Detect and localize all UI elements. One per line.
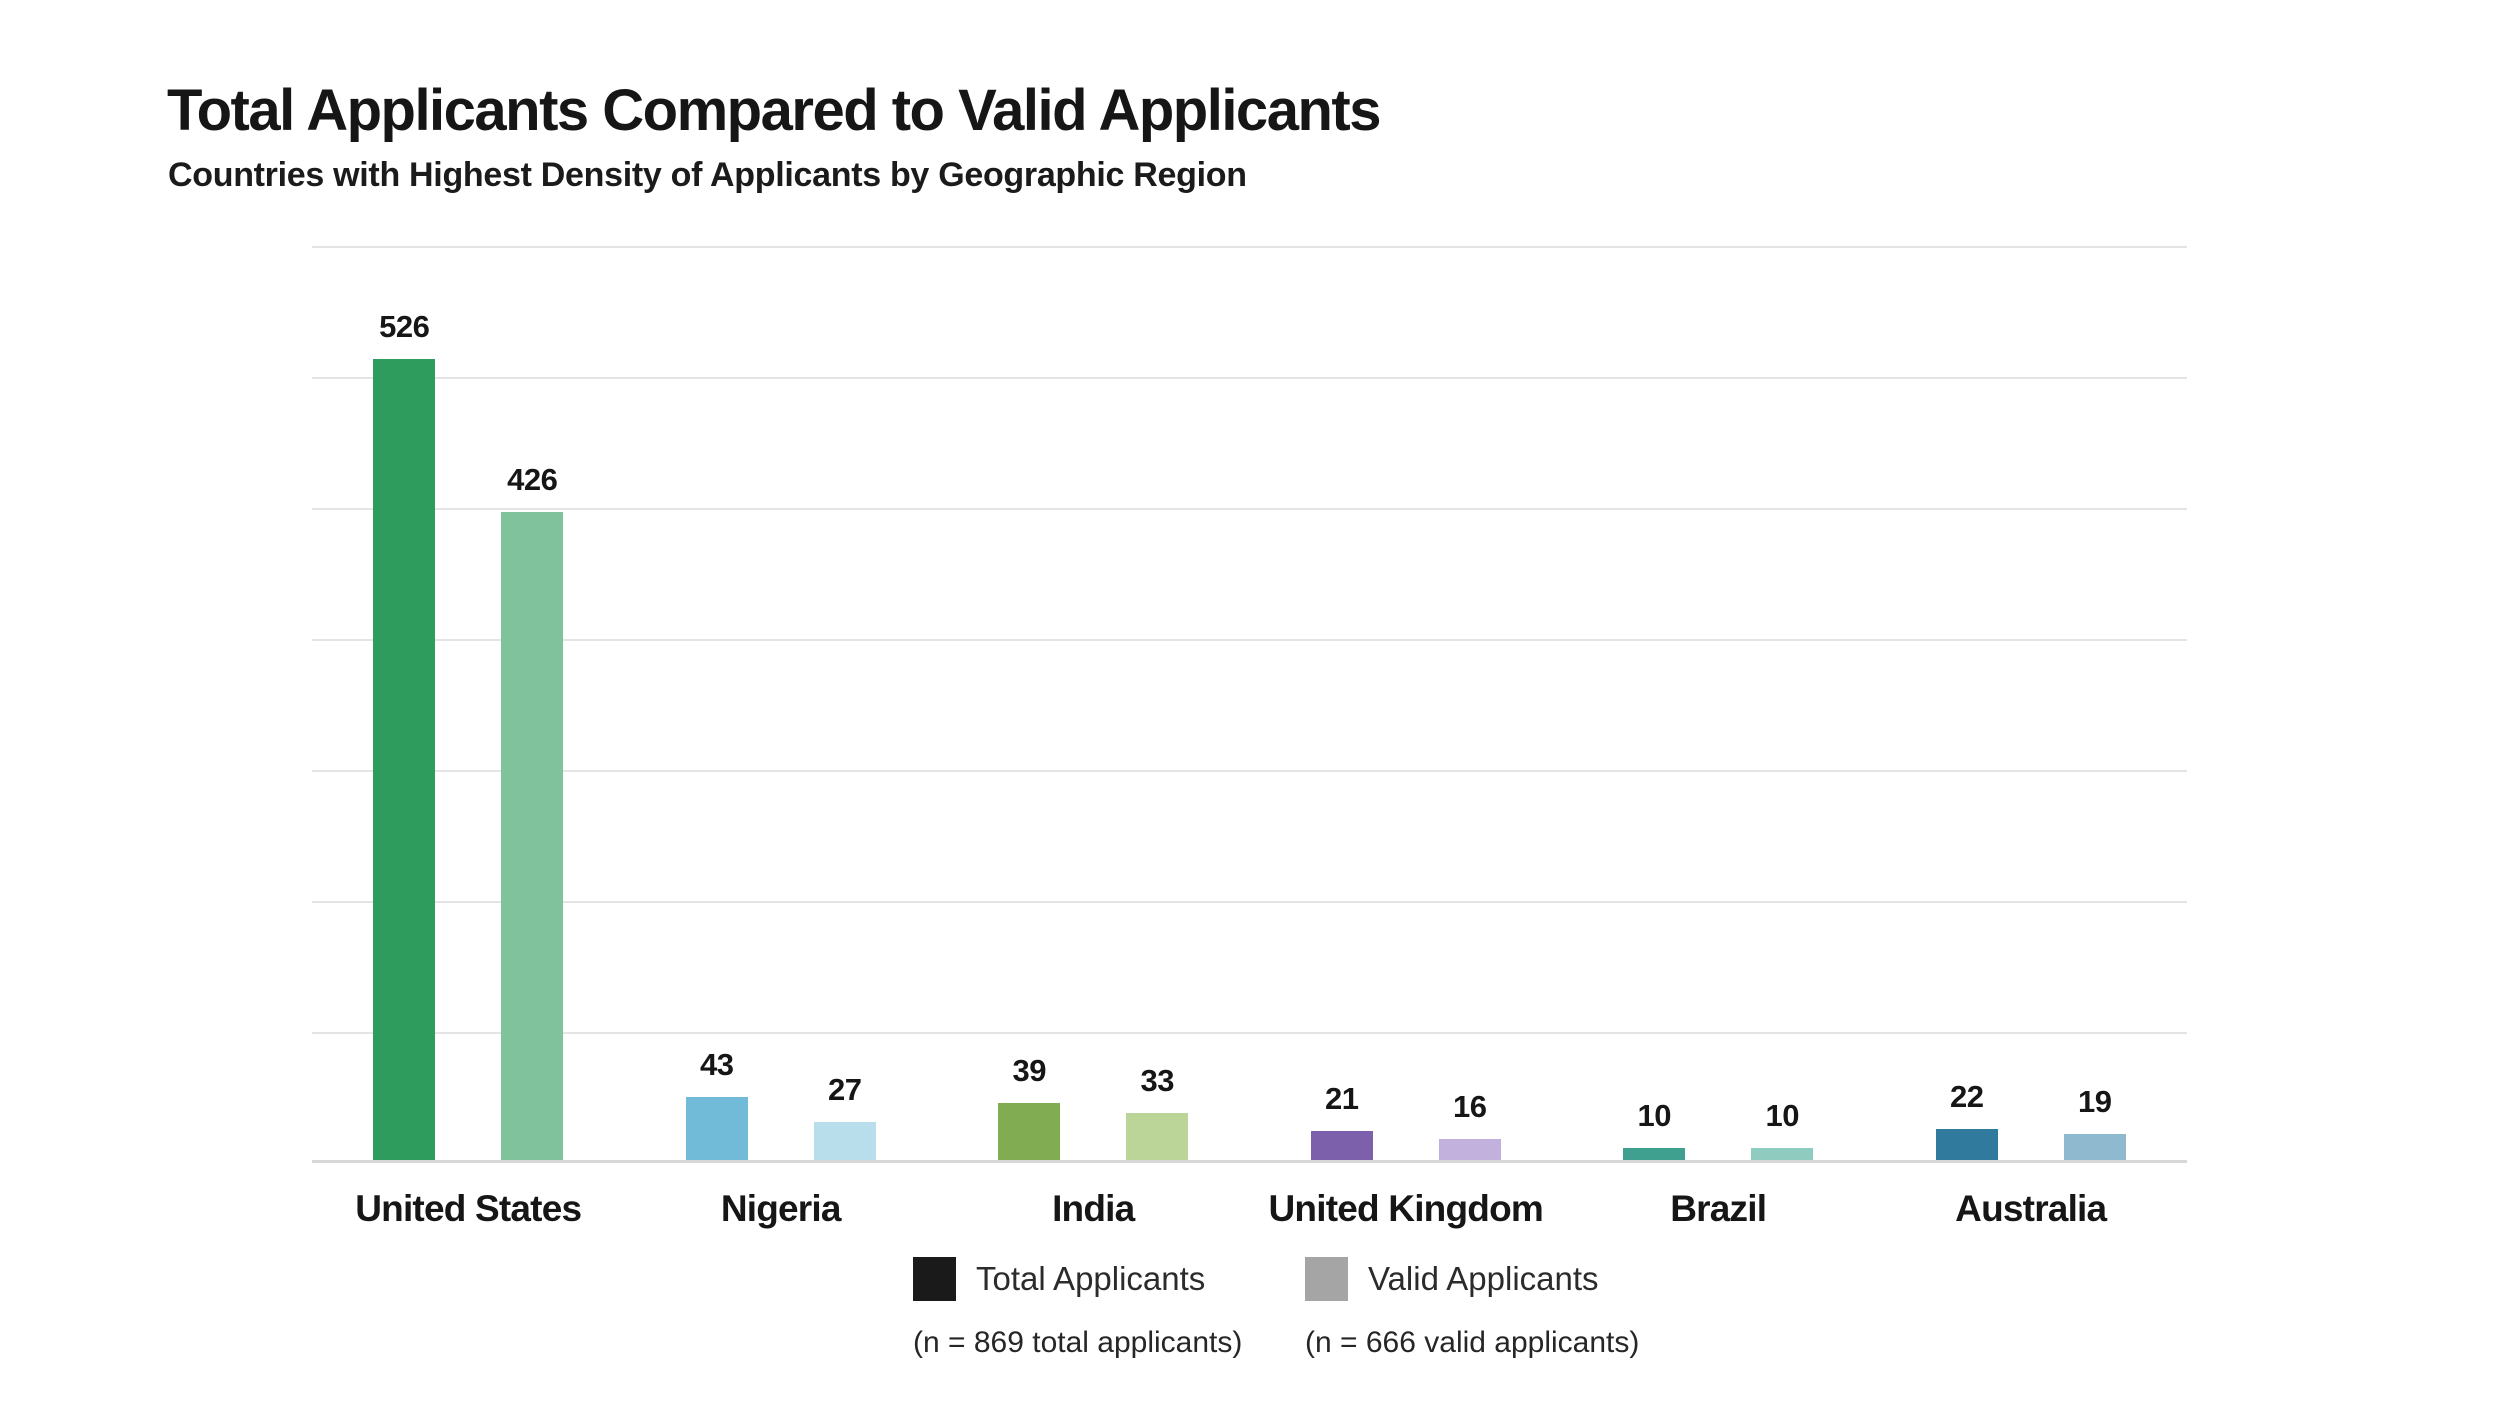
bar-total-united-states: 526 (373, 309, 436, 1163)
bar-value-label: 10 (1765, 1098, 1800, 1133)
legend-note-total: (n = 869 total applicants) (913, 1326, 1243, 1359)
legend-row-valid: Valid Applicants (1305, 1256, 1641, 1302)
bar-value-label: 426 (507, 462, 558, 497)
plot-area: 526 426 43 27 39 33 21 16 10 10 22 19 (312, 246, 2187, 1163)
bar-value-label: 526 (379, 309, 430, 344)
bar-value-label: 43 (700, 1047, 734, 1082)
x-axis-label-united-states: United States (355, 1188, 582, 1229)
gridline (312, 377, 2187, 379)
x-axis-label-united-kingdom: United Kingdom (1268, 1188, 1544, 1229)
gridline (312, 246, 2187, 248)
bar-valid-united-kingdom: 16 (1438, 1089, 1501, 1163)
bar-value-label: 39 (1012, 1053, 1047, 1088)
legend-row-total: Total Applicants (913, 1256, 1249, 1302)
bar-value-label: 16 (1453, 1089, 1487, 1124)
bar-total-australia: 22 (1935, 1079, 1998, 1163)
legend-swatch-total (913, 1257, 956, 1301)
chart-subtitle: Countries with Highest Density of Applic… (168, 156, 1247, 194)
bar-value-label: 19 (2078, 1084, 2112, 1119)
bar-group-nigeria: 43 27 (625, 246, 938, 1163)
legend-swatch-valid (1305, 1257, 1348, 1301)
bar-valid-brazil: 10 (1751, 1098, 1814, 1163)
bar-value-label: 27 (828, 1072, 862, 1107)
bar-total-nigeria: 43 (685, 1047, 748, 1163)
x-axis-label-australia: Australia (1955, 1188, 2107, 1229)
gridline (312, 1032, 2187, 1034)
legend-note-valid: (n = 666 valid applicants) (1305, 1326, 1640, 1359)
bar-value-label: 10 (1637, 1098, 1672, 1133)
gridline (312, 508, 2187, 510)
bar-group-united-states: 526 426 (312, 246, 625, 1163)
chart-title: Total Applicants Compared to Valid Appli… (167, 78, 1381, 143)
gridline (312, 770, 2187, 772)
bar-total-india: 39 (998, 1053, 1061, 1163)
bar-value-label: 22 (1950, 1079, 1984, 1114)
gridline (312, 901, 2187, 903)
x-axis-label-india: India (1052, 1188, 1135, 1229)
bar-valid-nigeria: 27 (813, 1072, 876, 1163)
bar-value-label: 33 (1140, 1063, 1175, 1098)
bar-group-india: 39 33 (937, 246, 1250, 1163)
legend-item-valid: Valid Applicants (n = 666 valid applican… (1305, 1256, 1641, 1360)
gridline (312, 639, 2187, 641)
x-axis-baseline (312, 1160, 2187, 1163)
bar-value-label: 21 (1325, 1081, 1359, 1116)
bar-valid-india: 33 (1126, 1063, 1189, 1163)
bar-valid-australia: 19 (2063, 1084, 2126, 1163)
bar-group-brazil: 10 10 (1562, 246, 1875, 1163)
legend: Total Applicants (n = 869 total applican… (913, 1256, 1641, 1360)
bar-group-australia: 22 19 (1875, 246, 2188, 1163)
x-axis-label-brazil: Brazil (1670, 1188, 1767, 1229)
bar-group-united-kingdom: 21 16 (1250, 246, 1563, 1163)
legend-label-total: Total Applicants (976, 1260, 1206, 1297)
legend-label-valid: Valid Applicants (1368, 1260, 1599, 1297)
x-axis-labels: United States Nigeria India United Kingdom B… (312, 1188, 2187, 1230)
bar-total-brazil: 10 (1623, 1098, 1686, 1163)
legend-item-total: Total Applicants (n = 869 total applican… (913, 1256, 1249, 1360)
bar-total-united-kingdom: 21 (1310, 1081, 1373, 1163)
bar-groups: 526 426 43 27 39 33 21 16 10 10 22 19 (312, 246, 2187, 1163)
x-axis-label-nigeria: Nigeria (720, 1188, 842, 1229)
bar-valid-united-states: 426 (501, 462, 564, 1163)
